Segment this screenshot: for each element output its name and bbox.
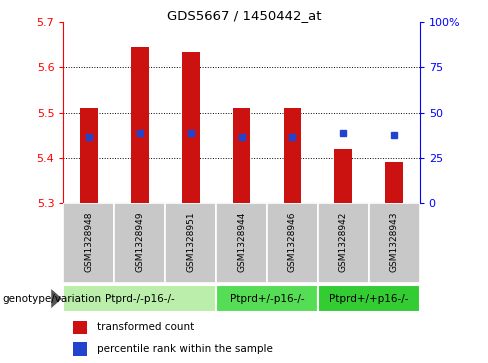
Text: percentile rank within the sample: percentile rank within the sample [98, 344, 273, 354]
Text: GSM1328949: GSM1328949 [135, 211, 144, 272]
Bar [114, 203, 165, 283]
Bar [284, 108, 302, 203]
Bar [80, 108, 98, 203]
Bar [369, 203, 420, 283]
Polygon shape [51, 289, 62, 308]
Bar [216, 203, 267, 283]
Bar [318, 203, 369, 283]
Text: GSM1328943: GSM1328943 [390, 211, 399, 272]
Bar [386, 162, 403, 203]
Text: GDS5667 / 1450442_at: GDS5667 / 1450442_at [167, 9, 321, 22]
Text: Ptprd+/-p16-/-: Ptprd+/-p16-/- [230, 294, 305, 303]
Text: GSM1328946: GSM1328946 [288, 211, 297, 272]
Bar [63, 285, 216, 313]
Text: GSM1328951: GSM1328951 [186, 211, 195, 272]
Bar [73, 342, 87, 355]
Text: GSM1328942: GSM1328942 [339, 211, 348, 272]
Bar [216, 285, 318, 313]
Bar [73, 321, 87, 334]
Text: Ptprd+/+p16-/-: Ptprd+/+p16-/- [329, 294, 408, 303]
Bar [233, 108, 250, 203]
Bar [334, 149, 352, 203]
Text: Ptprd-/-p16-/-: Ptprd-/-p16-/- [105, 294, 175, 303]
Bar [182, 52, 200, 203]
Bar [267, 203, 318, 283]
Bar [165, 203, 216, 283]
Bar [63, 203, 114, 283]
Bar [131, 47, 149, 203]
Text: GSM1328944: GSM1328944 [237, 211, 246, 272]
Text: transformed count: transformed count [98, 322, 195, 332]
Text: genotype/variation: genotype/variation [2, 294, 102, 303]
Bar [318, 285, 420, 313]
Text: GSM1328948: GSM1328948 [84, 211, 93, 272]
